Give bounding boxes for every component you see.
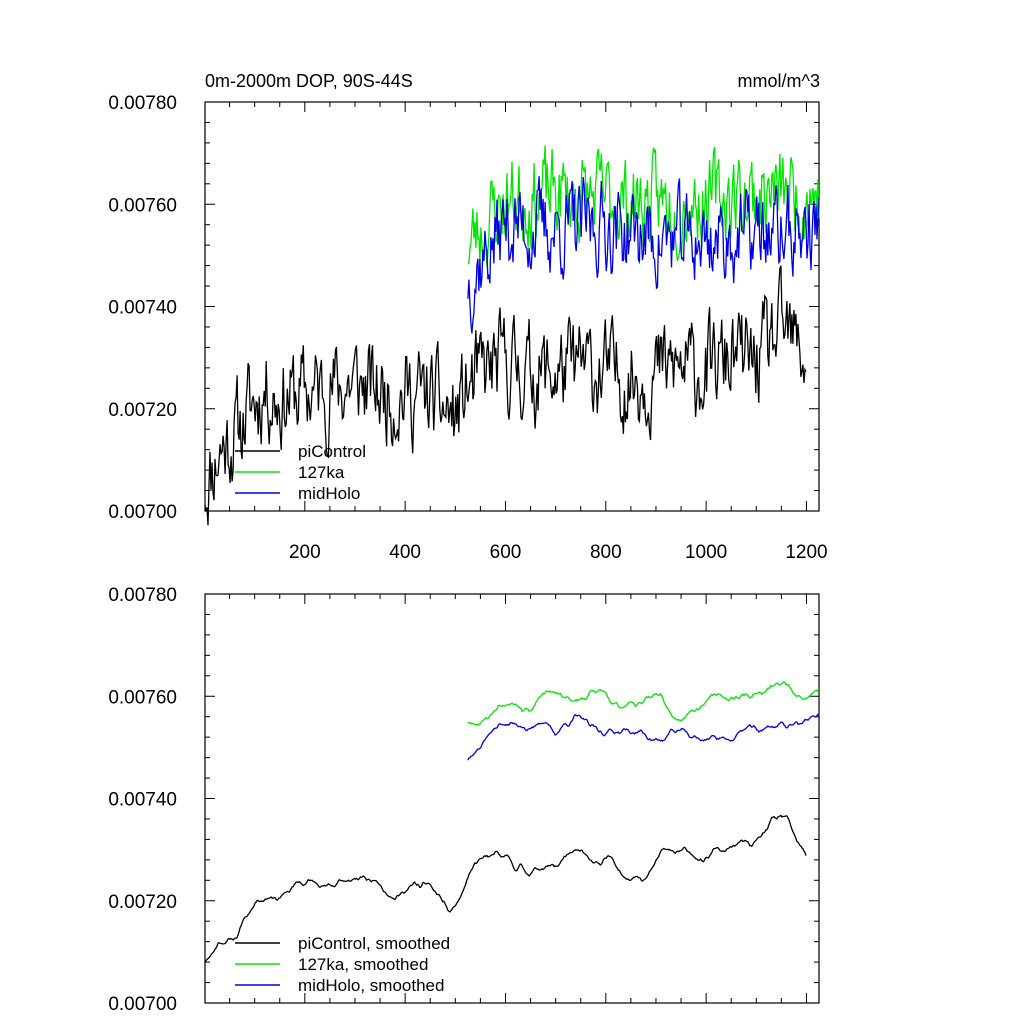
legend: piControl, smoothed 127ka, smoothed midH…: [235, 934, 450, 995]
x-tick-label: 1000: [685, 542, 727, 563]
y-tick-label: 0.00720: [108, 400, 177, 421]
y-tick-labels: 0.00700 0.00720 0.00740 0.00760 0.00780: [108, 93, 177, 523]
x-tick-label: 400: [389, 542, 421, 563]
y-tick-label: 0.00760: [108, 195, 177, 216]
x-tick-label: 800: [590, 542, 622, 563]
x-tick-label: 1200: [785, 542, 827, 563]
y-tick-label: 0.00720: [108, 892, 177, 913]
legend-label-picontrol: piControl: [298, 442, 366, 461]
legend-label-midholo-smoothed: midHolo, smoothed: [298, 976, 444, 995]
legend-label-127ka: 127ka: [298, 463, 345, 482]
series-lines: [204, 681, 820, 963]
series-lines: [204, 145, 820, 526]
legend-label-127ka-smoothed: 127ka, smoothed: [298, 955, 428, 974]
y-tick-label: 0.00760: [108, 687, 177, 708]
axis-ticks: [205, 593, 819, 1004]
panel-raw: 0m-2000m DOP, 90S-44S mmol/m^3 200 400 6…: [108, 71, 827, 563]
y-tick-labels: 0.00700 0.00720 0.00740 0.00760 0.00780: [108, 585, 177, 1015]
units-label: mmol/m^3: [738, 71, 820, 91]
x-tick-label: 200: [289, 542, 321, 563]
legend-label-midholo: midHolo: [298, 484, 360, 503]
panel-smoothed: 0.00700 0.00720 0.00740 0.00760 0.00780 …: [108, 585, 820, 1015]
series-line-picontrol: [204, 265, 807, 526]
panel-title: 0m-2000m DOP, 90S-44S: [205, 71, 413, 91]
series-line-midholo: [467, 176, 820, 334]
y-tick-label: 0.00780: [108, 585, 177, 606]
x-tick-labels: 200 400 600 800 1000 1200: [289, 542, 828, 563]
y-tick-label: 0.00740: [108, 298, 177, 319]
legend-label-picontrol-smoothed: piControl, smoothed: [298, 934, 450, 953]
y-tick-label: 0.00780: [108, 93, 177, 114]
x-tick-label: 600: [490, 542, 522, 563]
y-tick-label: 0.00700: [108, 994, 177, 1015]
series-line-127ka-smoothed: [467, 681, 820, 726]
series-line-midholo-smoothed: [467, 713, 820, 761]
y-tick-label: 0.00740: [108, 790, 177, 811]
series-line-picontrol-smoothed: [204, 814, 807, 963]
y-tick-label: 0.00700: [108, 502, 177, 523]
legend: piControl 127ka midHolo: [235, 442, 366, 503]
